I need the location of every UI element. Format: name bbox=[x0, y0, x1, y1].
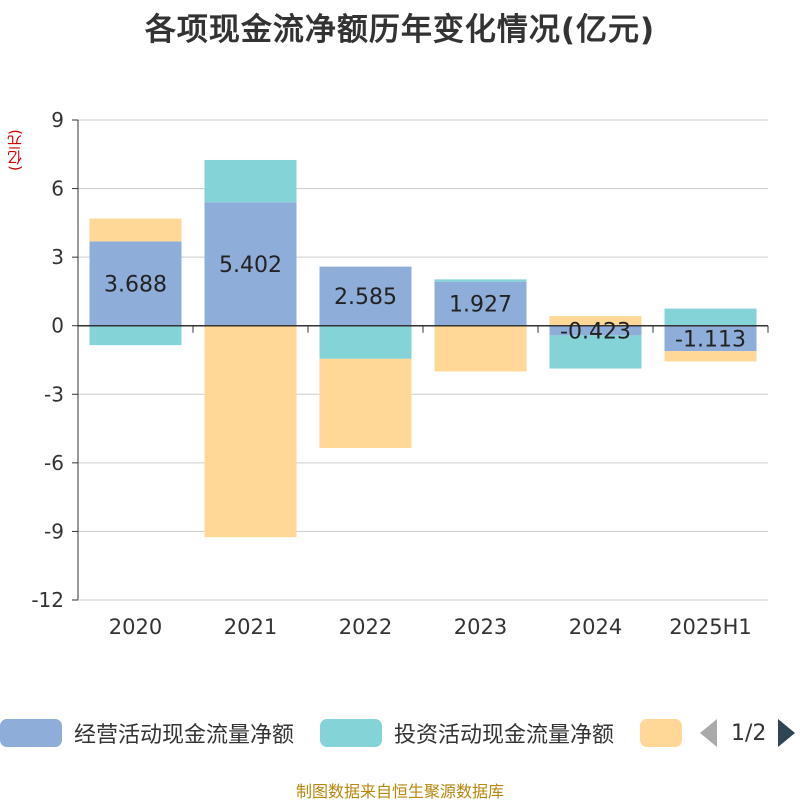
x-tick-label: 2020 bbox=[109, 615, 162, 639]
y-tick-label: 6 bbox=[51, 177, 64, 201]
chart-title: 各项现金流净额历年变化情况(亿元) bbox=[144, 12, 656, 48]
bar-2024-series-1 bbox=[549, 335, 642, 369]
legend-prev-page-icon[interactable] bbox=[700, 719, 717, 747]
bar-2022-series-0 bbox=[319, 266, 412, 326]
legend: 经营活动现金流量净额 投资活动现金流量净额 1/2 bbox=[0, 715, 800, 755]
data-label: 2.585 bbox=[334, 285, 397, 310]
legend-swatch-investing bbox=[320, 719, 382, 747]
legend-next-page-icon[interactable] bbox=[778, 719, 796, 747]
bar-2025H1-series-2 bbox=[664, 351, 757, 362]
y-tick-label: 0 bbox=[51, 314, 64, 338]
legend-item-operating[interactable]: 经营活动现金流量净额 bbox=[0, 715, 294, 751]
bar-2020-series-0 bbox=[89, 241, 182, 326]
y-tick-label: -3 bbox=[44, 382, 64, 406]
data-label: -0.423 bbox=[560, 320, 631, 345]
x-tick-label: 2024 bbox=[569, 615, 622, 639]
y-tick-label: 3 bbox=[51, 245, 64, 269]
bar-2025H1-series-1 bbox=[664, 308, 757, 326]
x-tick-label: 2022 bbox=[339, 615, 392, 639]
legend-item-third[interactable] bbox=[640, 715, 682, 751]
legend-pager: 1/2 bbox=[700, 715, 796, 751]
bar-2020-series-1 bbox=[89, 325, 182, 346]
legend-page-indicator: 1/2 bbox=[731, 720, 767, 746]
bar-2020-series-2 bbox=[89, 218, 182, 242]
bar-2021-series-1 bbox=[204, 159, 297, 203]
bar-2021-series-2 bbox=[204, 325, 297, 538]
bar-2023-series-1 bbox=[434, 279, 527, 282]
axes: 9 6 3 0 -3 -6 -9 -12 2020 2021 2022 2023 2024 2025H1 bbox=[31, 108, 769, 639]
data-label: 1.927 bbox=[449, 293, 512, 318]
bar-2023-series-2 bbox=[434, 325, 527, 372]
bar-2023-series-0 bbox=[434, 281, 527, 326]
legend-item-investing[interactable]: 投资活动现金流量净额 bbox=[320, 715, 614, 751]
y-tick-label: 9 bbox=[51, 108, 64, 132]
bar-2022-series-2 bbox=[319, 358, 412, 448]
legend-swatch-operating bbox=[0, 719, 62, 747]
bar-2024-series-2 bbox=[549, 316, 642, 326]
y-tick-label: -12 bbox=[31, 588, 64, 612]
bars bbox=[89, 159, 757, 538]
data-label: -1.113 bbox=[675, 327, 746, 352]
legend-label-investing: 投资活动现金流量净额 bbox=[394, 723, 615, 748]
x-tick-label: 2025H1 bbox=[669, 615, 752, 639]
data-label: 5.402 bbox=[219, 253, 282, 278]
y-tick-label: -6 bbox=[44, 451, 64, 475]
bar-2025H1-series-0 bbox=[664, 325, 757, 352]
legend-label-operating: 经营活动现金流量净额 bbox=[74, 723, 295, 748]
y-tick-label: -9 bbox=[44, 519, 64, 543]
legend-swatch-third bbox=[640, 719, 682, 747]
bar-2022-series-1 bbox=[319, 325, 412, 359]
data-label: 3.688 bbox=[104, 273, 167, 298]
x-tick-label: 2021 bbox=[224, 615, 277, 639]
x-tick-label: 2023 bbox=[454, 615, 507, 639]
bar-2024-series-0 bbox=[549, 325, 642, 336]
data-source-note: 制图数据来自恒生聚源数据库 bbox=[295, 782, 504, 801]
bar-2021-series-0 bbox=[204, 202, 297, 326]
data-labels: 3.688 5.402 2.585 1.927 -0.423 -1.113 bbox=[104, 253, 746, 352]
